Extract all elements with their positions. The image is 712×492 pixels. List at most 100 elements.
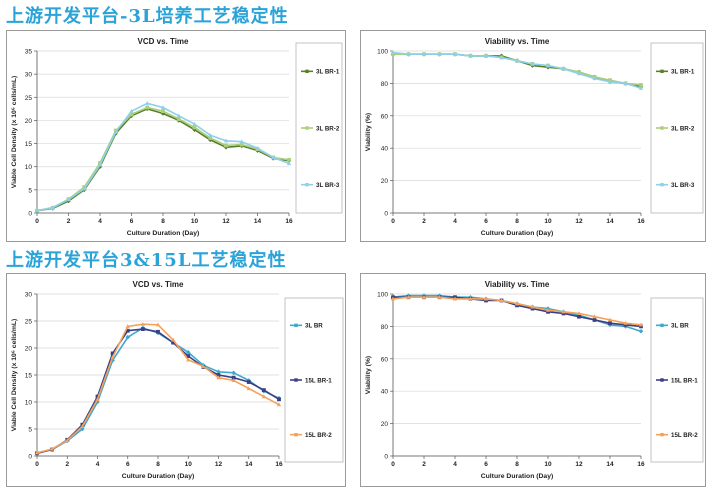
data-point (125, 328, 130, 333)
x-tick-label: 2 (67, 218, 71, 225)
data-point (277, 397, 281, 402)
y-tick-label: 80 (381, 324, 389, 331)
x-tick-label: 2 (65, 461, 69, 468)
x-tick-label: 4 (453, 218, 457, 225)
legend-label: 3L BR (305, 323, 323, 330)
x-tick-label: 8 (161, 218, 165, 225)
data-point (276, 402, 282, 407)
x-tick-label: 6 (484, 461, 488, 468)
data-point (201, 364, 206, 368)
data-point (271, 155, 276, 160)
series-line-3 (392, 296, 642, 326)
data-point (406, 51, 411, 56)
y-tick-label: 60 (381, 356, 389, 363)
legend-marker (305, 126, 309, 130)
x-tick-label: 12 (222, 218, 230, 225)
x-tick-label: 12 (215, 461, 223, 468)
x-tick-label: 0 (35, 218, 39, 225)
y-tick-label: 100 (377, 49, 388, 56)
x-tick-label: 4 (96, 461, 100, 468)
data-point (171, 340, 176, 345)
data-point (561, 66, 566, 71)
data-point (437, 294, 442, 299)
data-point (140, 321, 145, 326)
data-point (452, 51, 458, 56)
chart-title: Viability vs. Time (485, 280, 550, 289)
chart-viability-3-15l: Viability vs. Time 0 20 40 60 80 100 0 2 4 6 8 10 12 1… (365, 280, 704, 480)
data-point (95, 397, 100, 401)
legend-label: 15L BR-2 (671, 432, 698, 439)
y-tick-label: 0 (28, 211, 32, 218)
x-tick-label: 10 (544, 218, 552, 225)
data-point (145, 101, 150, 105)
series-line-1 (392, 294, 642, 333)
data-point (639, 83, 643, 87)
legend-marker (660, 69, 664, 74)
data-point (576, 71, 582, 76)
legend-marker (660, 126, 664, 130)
data-point (231, 378, 236, 382)
legend-label: 15L BR-1 (305, 377, 332, 384)
y-tick-label: 25 (25, 95, 33, 102)
data-point (452, 296, 458, 301)
legend-marker (294, 432, 298, 437)
legend-label: 3L BR-1 (671, 69, 695, 76)
series-line-3 (36, 102, 290, 212)
data-point (437, 51, 442, 56)
x-tick-label: 4 (453, 461, 457, 468)
data-point (623, 81, 628, 85)
data-point (216, 375, 221, 380)
legend-marker (294, 378, 298, 382)
x-tick-label: 10 (191, 218, 199, 225)
data-point (391, 52, 395, 57)
data-point (65, 438, 70, 442)
y-axis-label: Viability (%) (365, 356, 372, 394)
x-tick-label: 16 (637, 218, 645, 225)
data-point (261, 394, 266, 399)
data-point (224, 143, 228, 148)
data-point (530, 304, 535, 309)
data-point (125, 324, 130, 328)
data-point (113, 129, 118, 134)
y-axis-label: Viable Cell Density (x 10⁶ cells/mL) (11, 76, 18, 189)
y-tick-label: 5 (28, 427, 32, 434)
chart-title: VCD vs. Time (133, 280, 185, 289)
data-point (638, 85, 644, 90)
data-point (286, 161, 292, 166)
data-point (255, 145, 260, 150)
x-tick-label: 0 (391, 218, 395, 225)
y-tick-label: 15 (25, 141, 33, 148)
legend-label: 15L BR-1 (671, 377, 698, 384)
x-tick-label: 16 (275, 461, 283, 468)
data-point (110, 351, 115, 356)
data-point (239, 142, 244, 147)
x-tick-label: 6 (130, 218, 134, 225)
x-tick-label: 2 (422, 218, 426, 225)
data-point (483, 296, 489, 301)
data-point (161, 109, 165, 114)
y-tick-label: 20 (25, 118, 33, 125)
y-tick-label: 0 (28, 454, 32, 461)
data-point (483, 53, 489, 58)
data-point (34, 450, 40, 455)
data-point (261, 388, 266, 393)
y-tick-label: 30 (25, 72, 33, 79)
y-tick-label: 0 (384, 211, 388, 218)
data-point (155, 322, 161, 327)
x-tick-label: 16 (285, 218, 293, 225)
chart-panel-viability-3-15l: Viability vs. Time 0 20 40 60 80 100 0 2 4 6 8 10 12 1… (360, 273, 706, 487)
chart-panel-viability-3l: Viability vs. Time 0 20 40 60 80 100 0 2 4 6 8 10 12 1… (360, 30, 706, 242)
data-point (66, 197, 71, 202)
legend-label: 3L BR (671, 323, 689, 330)
y-tick-label: 10 (25, 164, 33, 171)
legend-label: 3L BR-3 (316, 182, 340, 189)
data-point (545, 63, 551, 68)
chart-title: VCD vs. Time (138, 37, 190, 46)
y-tick-label: 35 (25, 49, 33, 56)
legend-label: 3L BR-3 (671, 182, 695, 189)
x-tick-label: 14 (606, 218, 614, 225)
data-point (561, 309, 566, 314)
data-point (145, 105, 150, 110)
data-point (592, 318, 597, 322)
data-point (484, 298, 488, 303)
